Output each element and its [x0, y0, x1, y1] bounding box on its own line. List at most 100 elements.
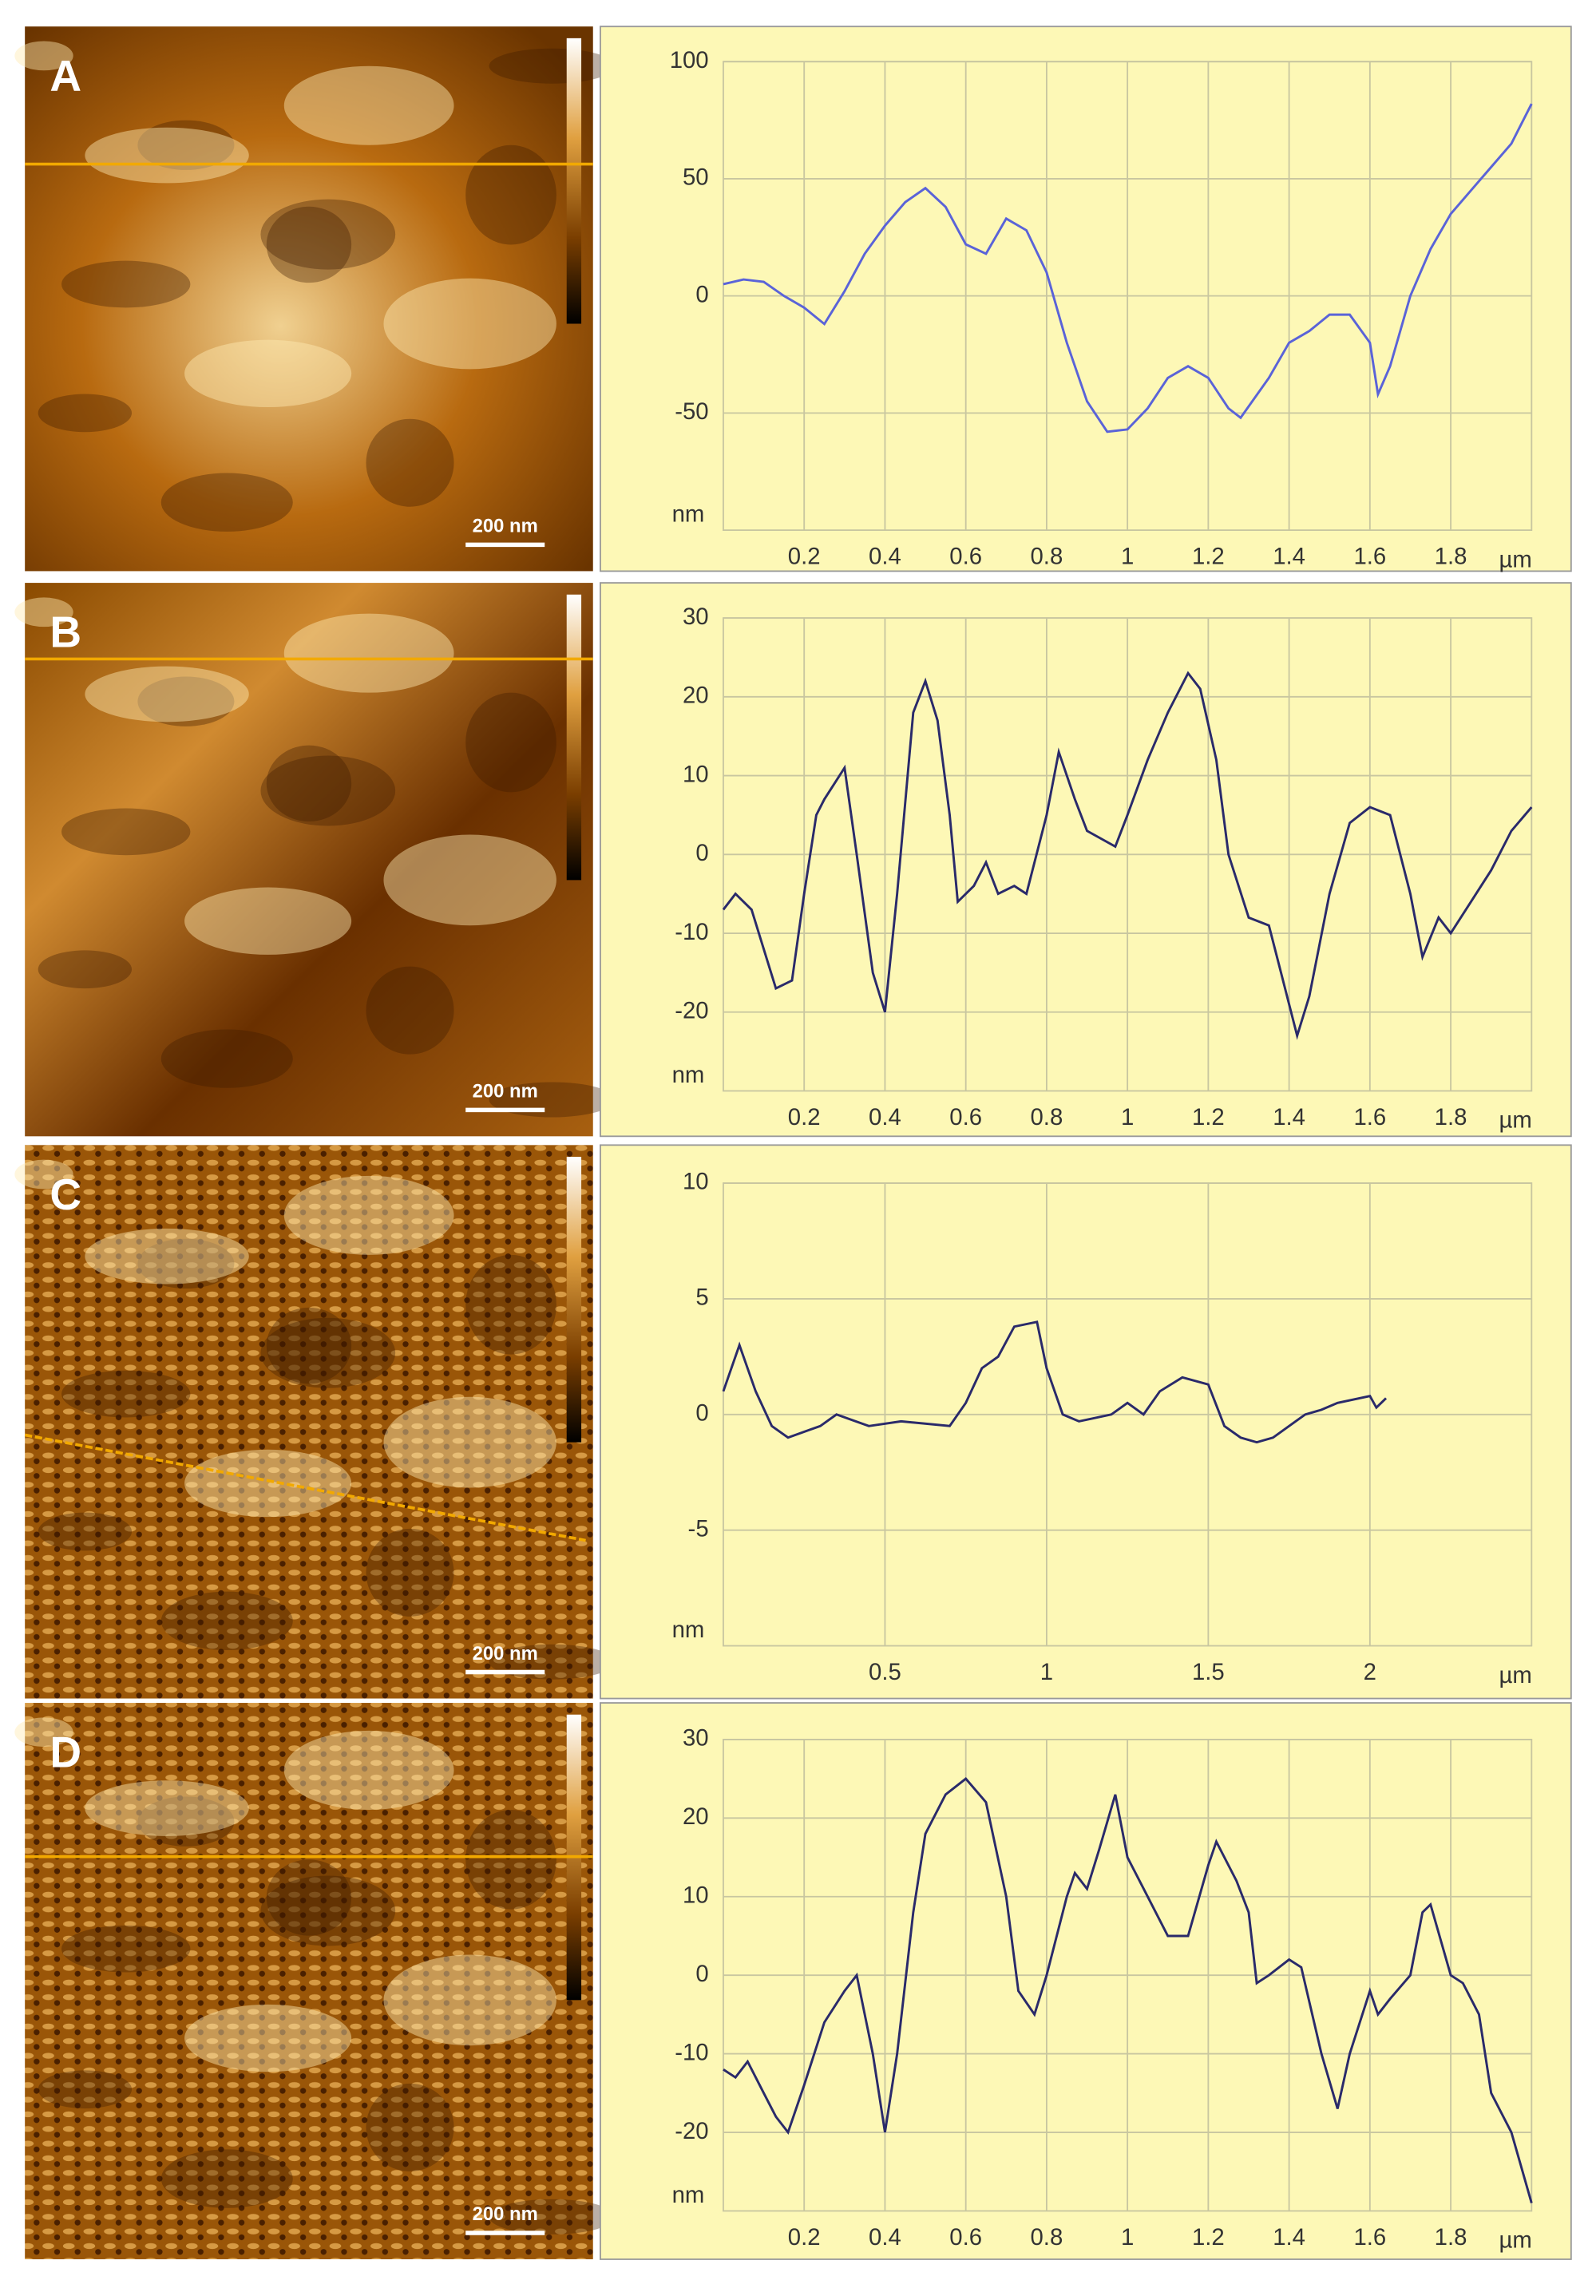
y-tick-label: 20 — [683, 683, 709, 709]
afm-texture — [38, 950, 133, 989]
afm-image — [25, 583, 593, 1137]
afm-texture — [283, 613, 454, 693]
scan-line — [24, 1433, 586, 1542]
afm-texture — [465, 1809, 556, 1910]
afm-texture — [383, 278, 556, 370]
afm-texture — [465, 1254, 556, 1355]
panel-label: A — [50, 51, 81, 101]
afm-texture — [61, 808, 191, 856]
afm-texture — [383, 1954, 556, 2046]
x-tick-label: 1 — [1121, 544, 1134, 570]
x-tick-label: 1.6 — [1353, 544, 1386, 570]
afm-texture — [14, 41, 73, 71]
y-tick-label: 10 — [683, 1169, 709, 1195]
afm-texture — [61, 260, 191, 308]
profile-line — [722, 671, 1533, 1040]
afm-texture — [366, 2083, 454, 2171]
afm-texture — [137, 120, 235, 170]
afm-texture — [160, 473, 293, 532]
y-tick-label: 0 — [695, 840, 708, 866]
y-tick-label: -10 — [675, 2039, 708, 2065]
afm-texture — [383, 834, 556, 926]
afm-texture — [137, 1796, 235, 1847]
chart-background — [600, 582, 1572, 1138]
x-axis-label: µm — [1499, 2227, 1531, 2254]
y-tick-label: 5 — [695, 1285, 708, 1311]
afm-image — [25, 1703, 593, 2259]
x-tick-label: 1 — [1121, 2224, 1134, 2250]
y-tick-label: -20 — [675, 2118, 708, 2144]
afm-texture — [366, 966, 454, 1055]
x-tick-label: 1.4 — [1273, 1104, 1305, 1130]
afm-texture — [266, 206, 352, 283]
y-tick-label: 0 — [695, 1961, 708, 1987]
afm-texture — [85, 127, 249, 184]
x-tick-label: 0.8 — [1031, 544, 1063, 570]
afm-texture — [266, 1859, 352, 1936]
afm-image — [25, 1145, 593, 1699]
afm-texture — [137, 676, 235, 726]
chart-background — [600, 1702, 1572, 2260]
afm-texture — [266, 1307, 352, 1384]
x-axis-label: µm — [1499, 1662, 1531, 1688]
profile-line — [723, 1777, 1533, 2203]
x-tick-label: 1.5 — [1192, 1659, 1225, 1685]
x-tick-label: 1.6 — [1353, 1104, 1386, 1130]
afm-texture — [184, 2004, 352, 2072]
y-axis-label: nm — [672, 501, 705, 527]
x-tick-label: 0.6 — [949, 2224, 982, 2250]
afm-texture — [366, 418, 454, 507]
afm-texture — [184, 887, 352, 955]
y-tick-label: 100 — [670, 47, 709, 73]
x-tick-label: 2 — [1364, 1659, 1376, 1685]
afm-texture — [260, 1317, 396, 1388]
x-tick-label: 0.2 — [788, 2224, 821, 2250]
x-tick-label: 0.8 — [1031, 2224, 1063, 2250]
afm-texture — [61, 1925, 191, 1973]
afm-texture — [85, 1228, 249, 1285]
color-bar — [566, 1157, 582, 1443]
y-tick-label: 30 — [683, 1725, 709, 1752]
x-tick-label: 1.8 — [1435, 1104, 1467, 1130]
afm-texture — [85, 666, 249, 722]
afm-texture — [38, 394, 133, 433]
chart-background — [600, 1144, 1572, 1700]
chart-background — [600, 26, 1572, 572]
afm-image — [25, 26, 593, 572]
afm-texture — [14, 597, 73, 627]
x-tick-label: 0.4 — [869, 1104, 901, 1130]
x-tick-label: 1.4 — [1273, 2224, 1305, 2250]
afm-texture — [266, 745, 352, 822]
y-tick-label: 0 — [695, 281, 708, 307]
x-tick-label: 1.2 — [1192, 544, 1225, 570]
afm-texture — [465, 692, 556, 793]
afm-texture — [489, 2199, 616, 2235]
y-tick-label: 30 — [683, 604, 709, 630]
color-bar — [566, 594, 582, 881]
x-axis-label: µm — [1499, 546, 1531, 572]
afm-texture — [137, 1238, 235, 1289]
afm-texture — [85, 1780, 249, 1836]
x-tick-label: 0.2 — [788, 544, 821, 570]
panel-label: C — [50, 1170, 81, 1219]
x-tick-label: 1.8 — [1435, 2224, 1467, 2250]
x-tick-label: 0.6 — [949, 1104, 982, 1130]
afm-texture — [14, 1159, 73, 1190]
y-tick-label: -50 — [675, 398, 708, 425]
afm-texture — [260, 1875, 396, 1946]
x-axis-label: µm — [1499, 1107, 1531, 1134]
y-tick-label: -20 — [675, 997, 708, 1023]
afm-texture — [14, 1717, 73, 1748]
x-tick-label: 1 — [1040, 1659, 1053, 1685]
y-tick-label: 50 — [683, 164, 709, 191]
y-tick-label: 0 — [695, 1400, 708, 1427]
y-tick-label: 10 — [683, 761, 709, 787]
afm-texture — [283, 65, 454, 145]
x-tick-label: 1.2 — [1192, 2224, 1225, 2250]
x-tick-label: 1.2 — [1192, 1104, 1225, 1130]
panel-label: D — [50, 1728, 81, 1777]
profile-line — [723, 103, 1533, 433]
afm-texture — [465, 144, 556, 245]
afm-texture — [160, 1591, 293, 1651]
